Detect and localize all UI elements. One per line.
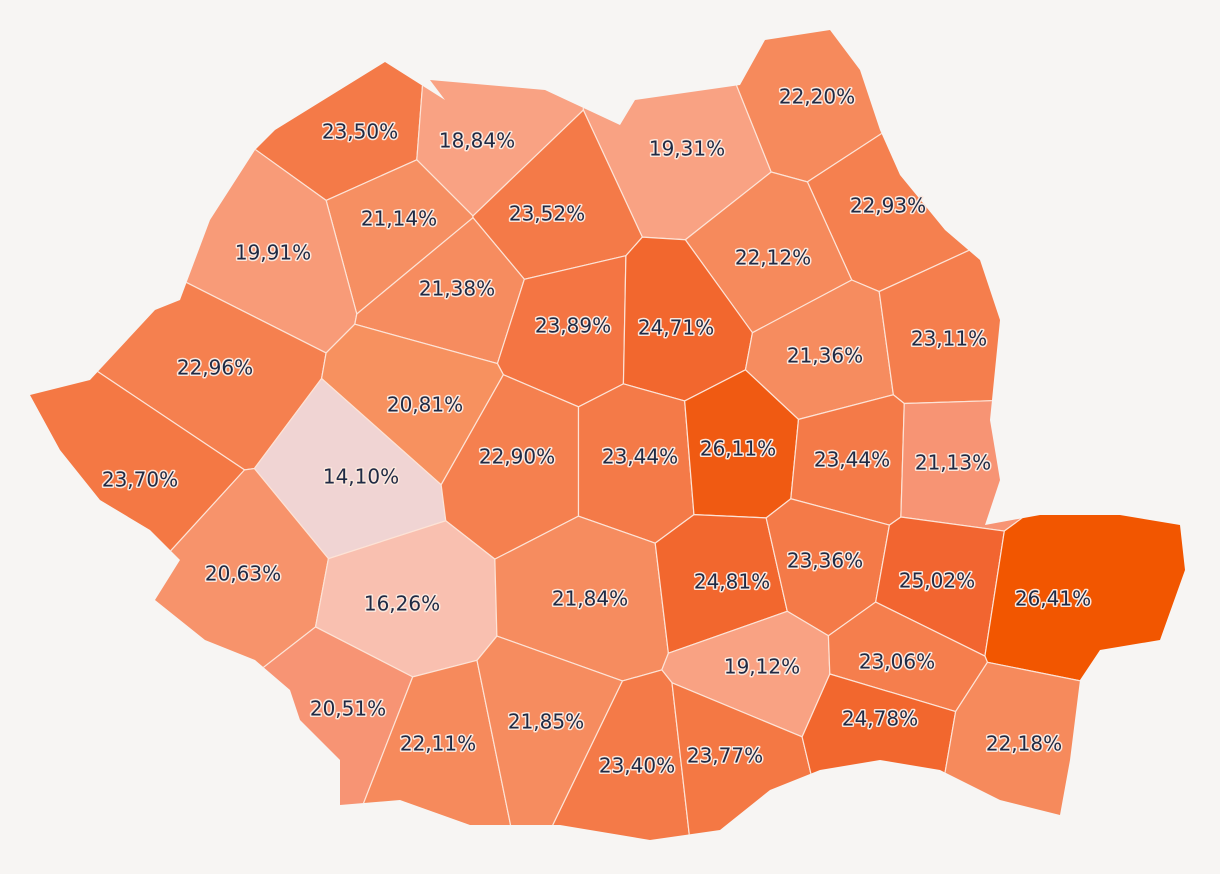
county-label: 22,90%	[479, 445, 555, 469]
county	[30, 626, 414, 840]
county-label: 22,20%	[779, 85, 855, 109]
county-label: 23,50%	[322, 120, 398, 144]
county-label: 23,06%	[859, 650, 935, 674]
county-label: 16,26%	[364, 592, 440, 616]
county-label: 26,41%	[1015, 587, 1091, 611]
county-label: 21,13%	[915, 451, 991, 475]
county-label: 18,84%	[439, 129, 515, 153]
county-label: 22,96%	[177, 356, 253, 380]
county-label: 14,10%	[323, 465, 399, 489]
county-label: 22,11%	[400, 732, 476, 756]
county-label: 26,11%	[700, 437, 776, 461]
county-label: 22,12%	[735, 246, 811, 270]
county-label: 23,40%	[599, 754, 675, 778]
county-label: 21,38%	[419, 277, 495, 301]
county-label: 20,81%	[387, 393, 463, 417]
county	[878, 134, 1185, 405]
county-label: 20,63%	[205, 562, 281, 586]
county-label: 21,84%	[552, 587, 628, 611]
county-label: 23,44%	[602, 445, 678, 469]
county	[926, 661, 1185, 840]
county-label: 24,71%	[638, 316, 714, 340]
county-label: 21,85%	[508, 710, 584, 734]
county-label: 23,77%	[687, 744, 763, 768]
county-label: 21,36%	[787, 344, 863, 368]
county	[984, 381, 1185, 710]
county-label: 22,18%	[986, 732, 1062, 756]
county-label: 23,44%	[814, 448, 890, 472]
county-label: 25,02%	[899, 569, 975, 593]
county-label: 22,93%	[850, 194, 926, 218]
county-label: 23,11%	[911, 327, 987, 351]
county-label: 24,78%	[842, 707, 918, 731]
county	[806, 30, 1185, 293]
county-label: 19,31%	[649, 137, 725, 161]
county-label: 21,14%	[361, 207, 437, 231]
labels: 23,50% 18,84% 19,31% 22,20% 21,14% 23,52% 22,9…	[100, 83, 1092, 779]
county	[45, 30, 430, 202]
county-label: 23,70%	[102, 468, 178, 492]
county-label: 23,36%	[787, 549, 863, 573]
county-label: 24,81%	[694, 570, 770, 594]
county-label: 19,91%	[235, 241, 311, 265]
county-label: 23,89%	[535, 314, 611, 338]
county-label: 19,12%	[724, 655, 800, 679]
county-label: 20,51%	[310, 697, 386, 721]
county-label: 23,52%	[509, 202, 585, 226]
